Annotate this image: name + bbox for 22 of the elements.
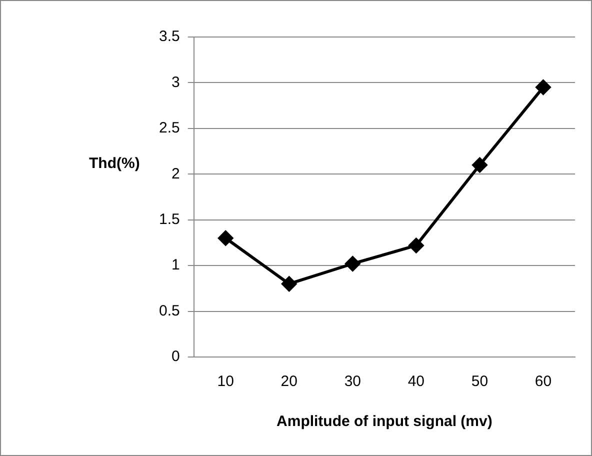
- x-tick-label: 20: [280, 373, 298, 390]
- x-tick-label: 10: [217, 373, 234, 390]
- point: [408, 238, 424, 253]
- y-tick-label: 3.5: [158, 28, 180, 46]
- x-tick-label: 30: [344, 373, 362, 390]
- x-tick-label: 40: [408, 373, 425, 390]
- point: [282, 276, 297, 292]
- y-tick-label: 3: [172, 74, 180, 91]
- y-tick-label: 1: [172, 256, 180, 274]
- y-tick-label: 1.5: [158, 211, 180, 228]
- y-axis-title: Thd(%): [89, 155, 140, 172]
- x-tick-label: 60: [534, 373, 552, 390]
- y-tick-label: 0.5: [158, 302, 180, 320]
- point: [472, 158, 488, 172]
- point: [536, 80, 551, 95]
- point: [345, 256, 360, 272]
- y-tick-label: 2: [172, 165, 180, 182]
- point: [218, 230, 234, 246]
- x-axis-title: Amplitude of input signal (mv): [276, 413, 492, 430]
- x-tick-label: 50: [471, 373, 488, 390]
- y-tick-label: 0: [172, 348, 180, 366]
- y-tick-label: 2.5: [158, 120, 180, 137]
